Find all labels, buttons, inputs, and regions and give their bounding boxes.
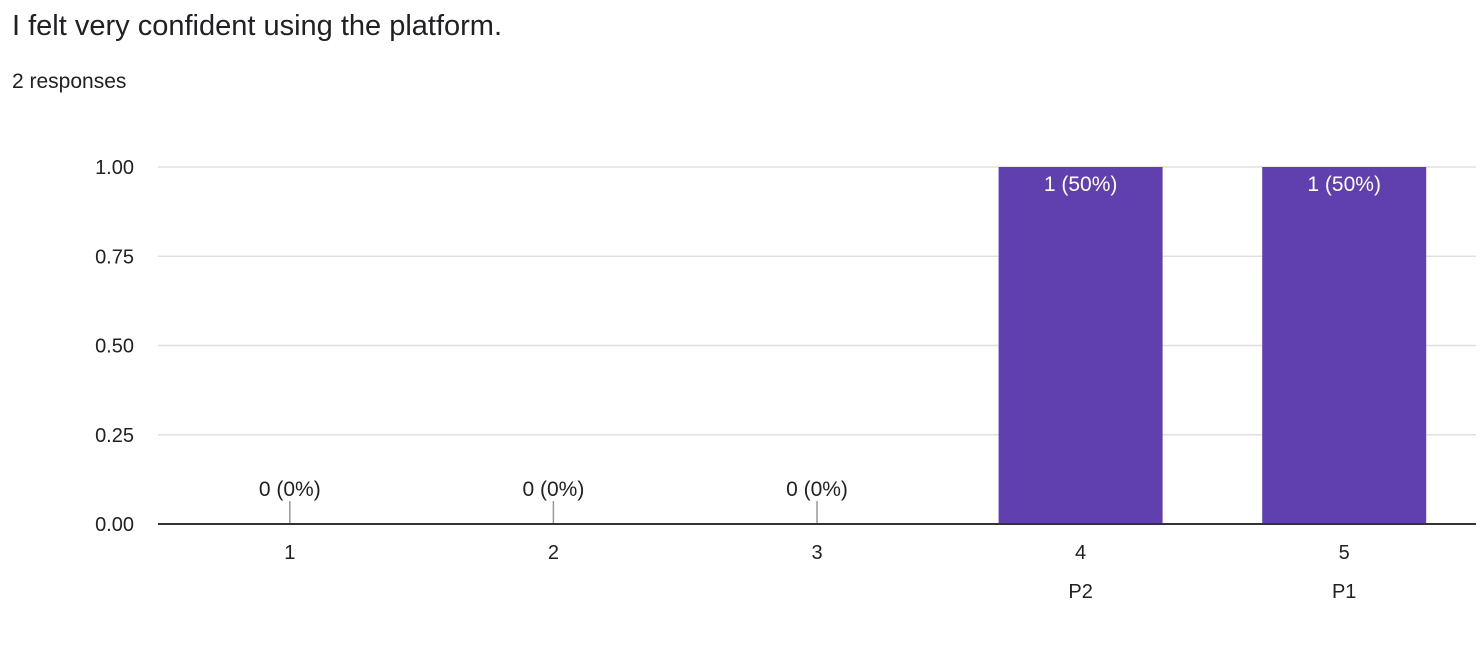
bar-data-label: 1 (50%)	[1307, 173, 1381, 196]
y-tick-label: 0.00	[95, 514, 134, 536]
bar-data-label: 0 (0%)	[259, 478, 321, 501]
x-tick-sublabel: P2	[1068, 581, 1092, 603]
y-tick-label: 0.25	[95, 425, 134, 447]
bar[interactable]	[998, 167, 1163, 524]
response-count: 2 responses	[12, 70, 127, 93]
y-tick-label: 1.00	[95, 157, 134, 179]
x-tick-label: 1	[284, 542, 295, 564]
x-tick-label: 2	[548, 542, 559, 564]
question-title: I felt very confident using the platform…	[12, 10, 503, 42]
bar-data-label: 1 (50%)	[1044, 173, 1118, 196]
bar-data-label: 0 (0%)	[522, 478, 584, 501]
bar-data-label: 0 (0%)	[786, 478, 848, 501]
x-tick-sublabel: P1	[1332, 581, 1356, 603]
y-tick-label: 0.75	[95, 246, 134, 268]
x-tick-label: 5	[1339, 542, 1350, 564]
bar[interactable]	[1262, 167, 1427, 524]
y-tick-label: 0.50	[95, 336, 134, 358]
x-tick-label: 4	[1075, 542, 1086, 564]
x-tick-label: 3	[811, 542, 822, 564]
